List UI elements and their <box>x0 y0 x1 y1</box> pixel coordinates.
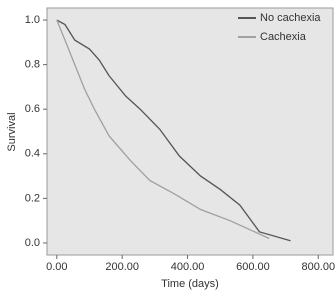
x-tick-label: 200.00 <box>105 261 139 273</box>
x-axis-label: Time (days) <box>161 278 219 290</box>
x-tick-label: 800.00 <box>301 261 335 273</box>
y-tick-label: 0.6 <box>25 103 40 115</box>
y-tick-label: 0.4 <box>25 148 40 160</box>
x-tick-label: 600.00 <box>236 261 270 273</box>
legend-label: No cachexia <box>260 12 321 24</box>
y-tick-label: 0.0 <box>25 237 40 249</box>
survival-line <box>56 19 270 240</box>
legend-label: Cachexia <box>260 31 307 43</box>
y-axis-label: Survival <box>6 112 18 151</box>
y-tick-label: 1.0 <box>25 14 40 26</box>
y-tick-label: 0.8 <box>25 59 40 71</box>
survival-line <box>56 19 291 242</box>
y-tick-label: 0.2 <box>25 192 40 204</box>
x-tick-label: 0.00 <box>46 261 67 273</box>
x-tick-label: 400.00 <box>171 261 205 273</box>
plot-area <box>46 7 334 256</box>
